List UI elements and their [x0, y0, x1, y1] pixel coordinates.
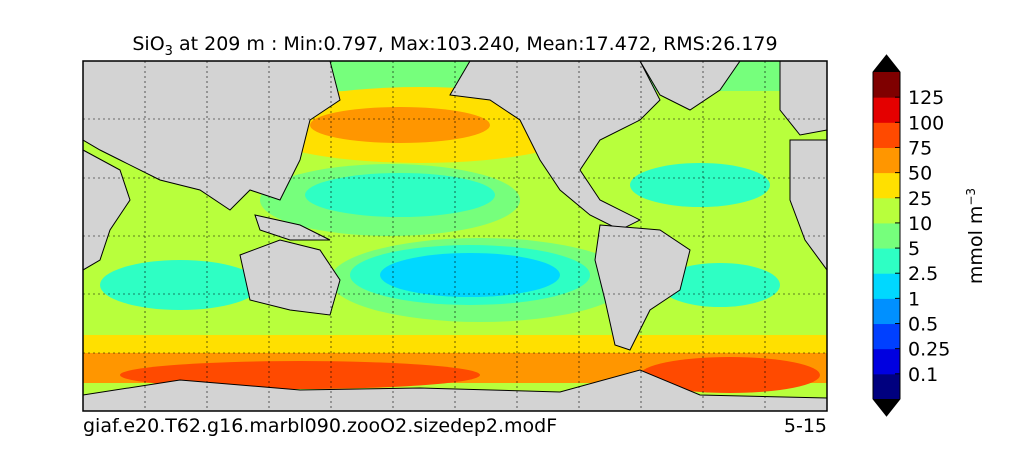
- colorbar-outline: [872, 54, 901, 417]
- title: SiO3 at 209 m : Min:0.797, Max:103.240, …: [132, 33, 777, 59]
- colorbar-band: [873, 298, 900, 325]
- eurasia: [83, 61, 341, 211]
- colorbar-extend-bottom: [873, 399, 900, 416]
- footer-left: giaf.e20.T62.g16.marbl090.zooO2.sizedep2…: [83, 415, 557, 437]
- colorbar-band: [873, 122, 900, 148]
- colorbar-band: [873, 72, 900, 98]
- colorbar-label-sup: −3: [964, 188, 978, 206]
- colorbar-band: [873, 172, 900, 199]
- title-rest: at 209 m : Min:0.797, Max:103.240, Mean:…: [173, 33, 778, 55]
- weddell-red: [640, 357, 820, 393]
- colorbar-tick-label: 100: [908, 112, 944, 134]
- colorbar-band: [873, 273, 900, 299]
- north-pacific-core: [305, 173, 495, 217]
- graticule: [83, 61, 827, 411]
- colorbar-band: [873, 248, 900, 274]
- footer-right: 5-15: [784, 415, 827, 437]
- north-atlantic-gyre: [630, 163, 770, 207]
- colorbar-extend-top: [873, 55, 900, 72]
- colorbar-tick-label: 75: [908, 137, 932, 159]
- colorbar-tick-label: 0.25: [908, 339, 950, 361]
- colorbar-tick-label: 0.5: [908, 314, 938, 336]
- maritime-continent: [254, 214, 331, 241]
- colorbar-band: [873, 323, 900, 350]
- colorbar-tick-label: 50: [908, 163, 932, 185]
- south-pacific-core: [380, 253, 560, 297]
- colorbar-band: [873, 147, 900, 174]
- greenland: [639, 61, 741, 111]
- indian-gyre: [100, 260, 260, 310]
- colorbar-tick-label: 5: [908, 238, 920, 260]
- south-atlantic-gyre: [660, 263, 780, 307]
- colorbar-tick-label: 2.5: [908, 263, 938, 285]
- colorbar-tick-label: 1: [908, 288, 920, 310]
- colorbar-label-text: mmol m: [965, 206, 987, 284]
- colorbar-tick-label: 25: [908, 188, 932, 210]
- colorbar-label: mmol m−3: [964, 188, 987, 284]
- australia: [239, 239, 341, 316]
- map-frame: [82, 60, 828, 412]
- colorbar-tick-label: 10: [908, 213, 932, 235]
- north-america: [449, 61, 661, 231]
- colorbar: 0.1 0.25 0.5 1 2.5 5 10 25 50 75 100 125: [872, 54, 950, 417]
- southern-yellow: [83, 335, 827, 355]
- africa-east: [83, 149, 131, 271]
- colorbar-band: [873, 222, 900, 249]
- south-america: [594, 224, 691, 351]
- colorbar-band: [873, 348, 900, 375]
- antarctica: [83, 369, 827, 411]
- title-subscript: 3: [165, 44, 173, 59]
- colorbar-tick-label: 125: [908, 87, 944, 109]
- colorbar-band: [873, 97, 900, 123]
- africa-west: [789, 139, 827, 271]
- colorbar-band: [873, 373, 900, 400]
- north-pacific-high: [310, 107, 490, 143]
- colorbar-tick-label: 0.1: [908, 364, 938, 386]
- title-main: SiO: [132, 33, 164, 55]
- europe: [779, 61, 827, 136]
- colorbar-band: [873, 197, 900, 224]
